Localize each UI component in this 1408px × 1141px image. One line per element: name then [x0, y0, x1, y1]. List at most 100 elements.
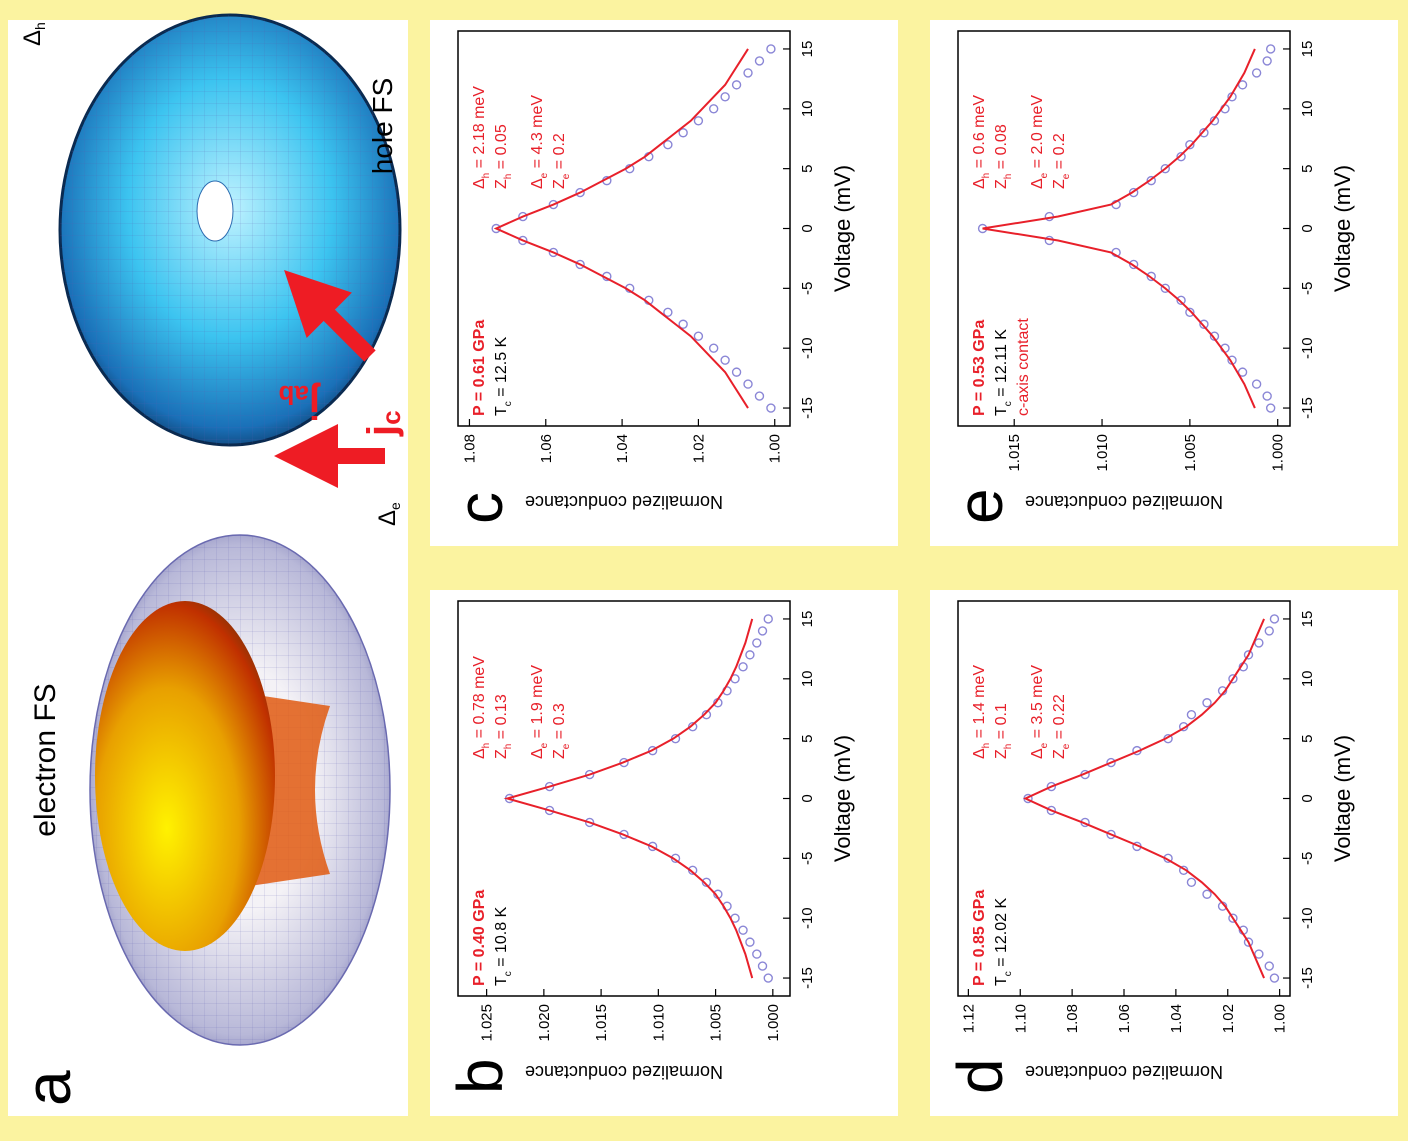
y-axis-label: Normalized conductance [1025, 1062, 1223, 1082]
x-tick-label: -15 [1299, 967, 1316, 989]
delta-e-label-sub: e [387, 502, 403, 510]
annotation-main: Δ [971, 178, 988, 189]
annotation: P = 0.53 GPa [971, 320, 988, 416]
x-axis-label: Voltage (mV) [830, 735, 855, 862]
annotation-main: P = 0.53 GPa [971, 320, 988, 416]
y-tick-label: 1.000 [765, 1004, 782, 1042]
x-tick-label: 15 [799, 41, 816, 58]
annotation-rest: = 0.6 meV [971, 95, 988, 173]
x-tick-label: -15 [799, 397, 816, 419]
page: {"panel_a": {"label": "a", "electron_fs"… [0, 0, 1408, 1136]
chart-panel: b1.0001.0051.0101.0151.0201.025-15-10-50… [430, 590, 898, 1116]
y-tick-label: 1.06 [1116, 1004, 1133, 1033]
x-tick-label: -5 [1299, 282, 1316, 295]
hole-fs-center [197, 181, 233, 241]
annotation-rest: = 0.2 [551, 133, 568, 174]
jab-label-main: j [309, 382, 321, 426]
panel-label: b [444, 1058, 516, 1094]
y-tick-label: 1.000 [1270, 434, 1287, 472]
electron-fs-top [95, 601, 275, 951]
x-tick-label: 15 [1299, 41, 1316, 58]
y-tick-label: 1.04 [614, 434, 631, 463]
jc-label-sub: c [376, 410, 406, 424]
y-tick-label: 1.005 [1182, 434, 1199, 472]
annotation-main: Z [551, 179, 568, 189]
annotation-main: P = 0.85 GPa [971, 890, 988, 986]
annotation-main: P = 0.61 GPa [471, 320, 488, 416]
panel-label: c [444, 492, 516, 524]
x-tick-label: -10 [799, 337, 816, 359]
y-tick-label: 1.02 [690, 434, 707, 463]
y-tick-label: 1.010 [1094, 434, 1111, 472]
panel-label: a [12, 1070, 84, 1106]
y-axis-label: Normalized conductance [525, 492, 723, 512]
panel-label: d [944, 1058, 1016, 1094]
y-tick-label: 1.04 [1168, 1004, 1185, 1033]
x-axis-label: Voltage (mV) [1330, 735, 1355, 862]
panel-a: aelectron FShole FSΔhΔejcjab [8, 15, 408, 1116]
annotation-rest: = 0.22 [1051, 694, 1068, 743]
annotation-main: T [493, 976, 510, 986]
y-axis-label: Normalized conductance [525, 1062, 723, 1082]
x-tick-label: 5 [799, 164, 816, 172]
x-tick-label: 15 [799, 611, 816, 628]
delta-h-label-sub: h [32, 22, 48, 30]
annotation-main: Δ [529, 748, 546, 759]
annotation-rest: = 2.18 meV [471, 86, 488, 173]
x-tick-label: -15 [1299, 397, 1316, 419]
y-tick-label: 1.06 [538, 434, 555, 463]
chart-panel: e1.0001.0051.0101.015-15-10-5051015Volta… [930, 20, 1398, 546]
x-tick-label: 10 [1299, 100, 1316, 117]
x-axis-label: Voltage (mV) [830, 165, 855, 292]
panel-background [930, 20, 1398, 546]
x-tick-label: 5 [1299, 734, 1316, 742]
x-tick-label: 10 [799, 670, 816, 687]
x-axis-label: Voltage (mV) [1330, 165, 1355, 292]
y-tick-label: 1.10 [1012, 1004, 1029, 1033]
annotation-main: Z [493, 749, 510, 759]
annotation-main: Δ [1029, 178, 1046, 189]
annotation-main: Δ [529, 178, 546, 189]
annotation-rest: = 0.1 [993, 703, 1010, 744]
annotation: c-axis contact [1015, 318, 1032, 416]
annotation-main: Z [993, 179, 1010, 189]
annotation-rest: = 3.5 meV [1029, 665, 1046, 743]
annotation-main: T [993, 976, 1010, 986]
annotation-main: Z [551, 749, 568, 759]
annotation-main: T [993, 406, 1010, 416]
x-tick-label: 15 [1299, 611, 1316, 628]
chart-panel: d1.001.021.041.061.081.101.12-15-10-5051… [930, 590, 1398, 1116]
figure: aelectron FShole FSΔhΔejcjab b1.0001.005… [0, 0, 1408, 1136]
electron-fs-label: electron FS [29, 683, 62, 836]
annotation-rest: = 0.08 [993, 124, 1010, 173]
y-tick-label: 1.12 [960, 1004, 977, 1033]
y-tick-label: 1.08 [1064, 1004, 1081, 1033]
x-tick-label: 0 [1299, 794, 1316, 802]
annotation-main: Z [1051, 749, 1068, 759]
x-tick-label: 0 [799, 224, 816, 232]
x-tick-label: 0 [799, 794, 816, 802]
annotation-rest: = 12.5 K [493, 336, 510, 401]
annotation-rest: = 10.8 K [493, 906, 510, 971]
annotation-rest: = 1.9 meV [529, 665, 546, 743]
delta-h-label-main: Δ [19, 30, 46, 46]
y-tick-label: 1.020 [536, 1004, 553, 1042]
y-tick-label: 1.010 [650, 1004, 667, 1042]
x-tick-label: -5 [799, 852, 816, 865]
y-tick-label: 1.005 [708, 1004, 725, 1042]
panel-background [930, 590, 1398, 1116]
x-tick-label: 10 [1299, 670, 1316, 687]
annotation-main: Z [493, 179, 510, 189]
x-tick-label: -10 [1299, 907, 1316, 929]
x-tick-label: -15 [799, 967, 816, 989]
x-tick-label: 5 [799, 734, 816, 742]
annotation: P = 0.85 GPa [971, 890, 988, 986]
annotation-rest: = 1.4 meV [971, 665, 988, 743]
y-tick-label: 1.00 [1272, 1004, 1289, 1033]
panel-label: e [944, 488, 1016, 524]
x-tick-label: -10 [1299, 337, 1316, 359]
annotation-rest: = 0.3 [551, 703, 568, 744]
x-tick-label: 5 [1299, 164, 1316, 172]
y-tick-label: 1.02 [1220, 1004, 1237, 1033]
annotation-rest: = 0.05 [493, 124, 510, 173]
